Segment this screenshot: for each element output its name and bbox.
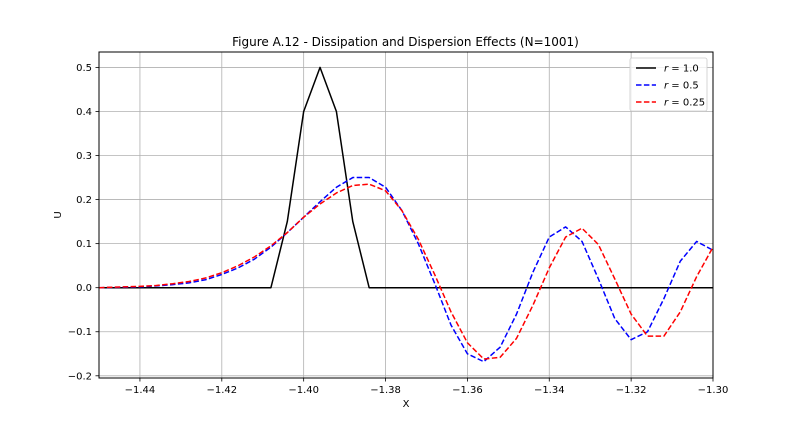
legend-variable: r [664,98,669,109]
plot-area [99,52,713,378]
y-tick-label: 0.2 [76,195,92,206]
y-tick-label: −0.2 [68,371,92,382]
y-tick-label: 0.0 [76,283,92,294]
x-tick-label: −1.36 [452,385,483,396]
legend-entry-label: r = 0.25 [664,98,705,109]
x-tick-label: −1.38 [370,385,401,396]
legend-value: = 0.25 [668,98,705,109]
y-tick-label: −0.1 [68,327,92,338]
legend-box [629,57,708,112]
series-lines [99,66,713,363]
x-tick-label: −1.34 [534,385,565,396]
legend-value: = 0.5 [668,81,699,92]
series-line-0 [99,66,713,289]
x-axis-label: X [403,399,410,410]
y-tick-label: 0.4 [76,107,92,118]
y-tick-label: 0.3 [76,151,92,162]
legend-entry-label: r = 0.5 [664,81,699,92]
x-tick-label: −1.44 [125,385,156,396]
series-line-1 [99,176,713,363]
series-line-2 [99,183,713,360]
x-tick-label: −1.42 [206,385,237,396]
x-tick-label: −1.30 [698,385,729,396]
x-tick-label: −1.40 [288,385,319,396]
axes: −1.44 −1.42 −1.40 −1.38 −1.36 −1.34 −1.32 −1.30… [68,63,729,396]
x-tick-label: −1.32 [616,385,647,396]
y-axis-label: U [53,211,64,218]
chart-title: Figure A.12 - Dissipation and Dispersion… [232,35,579,49]
y-tick-label: 0.5 [76,63,92,74]
legend-value: = 1.0 [668,64,699,75]
plot-frame [98,51,714,379]
legend-variable: r [664,81,669,92]
y-tick-label: 0.1 [76,239,92,250]
legend-variable: r [664,64,669,75]
legend: r = 1.0r = 0.5r = 0.25 [629,57,708,112]
legend-entry-label: r = 1.0 [664,64,699,75]
